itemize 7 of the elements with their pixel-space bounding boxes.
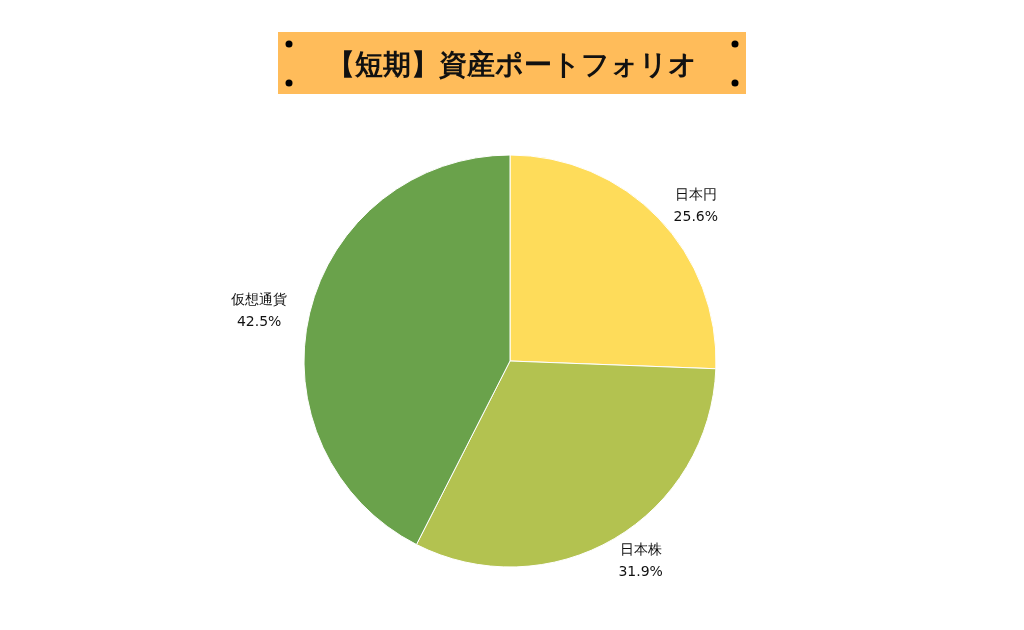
data-label: 31.9% [618,562,663,579]
data-label: 42.5% [236,312,282,329]
chart-title: 【短期】資産ポートフォリオ [327,48,697,81]
slice-label: 日本円 [674,185,717,202]
slice-label: 日本株 [619,540,662,557]
slice-label: 仮想通貨 [230,290,288,307]
data-label: 25.6% [673,207,719,224]
